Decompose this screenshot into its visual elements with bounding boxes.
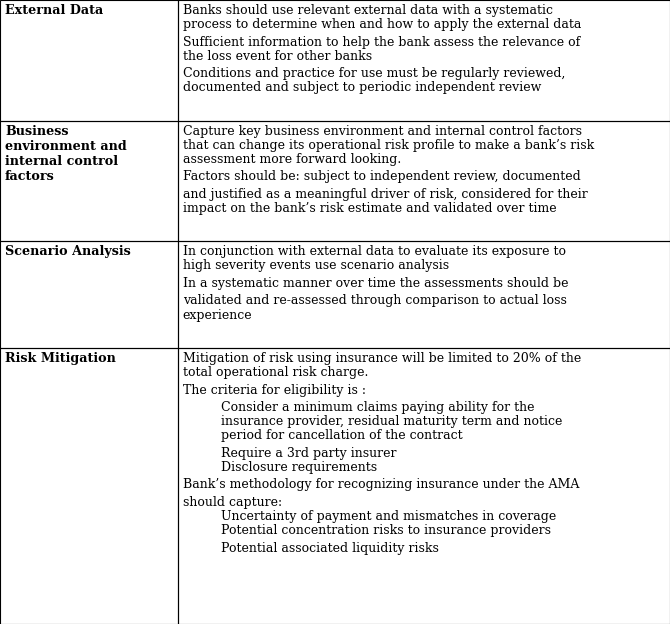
Bar xyxy=(178,120,670,241)
Bar xyxy=(0,120,178,241)
Bar xyxy=(0,348,178,624)
Text: In conjunction with external data to evaluate its exposure to: In conjunction with external data to eva… xyxy=(182,245,565,258)
Text: impact on the bank’s risk estimate and validated over time: impact on the bank’s risk estimate and v… xyxy=(182,202,556,215)
Text: Business
environment and
internal control
factors: Business environment and internal contro… xyxy=(5,125,127,183)
Text: Capture key business environment and internal control factors: Capture key business environment and int… xyxy=(182,125,582,138)
Text: In a systematic manner over time the assessments should be: In a systematic manner over time the ass… xyxy=(182,277,568,290)
Text: Consider a minimum claims paying ability for the: Consider a minimum claims paying ability… xyxy=(220,401,534,414)
Text: Potential concentration risks to insurance providers: Potential concentration risks to insuran… xyxy=(220,524,551,537)
Text: documented and subject to periodic independent review: documented and subject to periodic indep… xyxy=(182,81,541,94)
Text: high severity events use scenario analysis: high severity events use scenario analys… xyxy=(182,260,449,273)
Bar xyxy=(0,0,178,120)
Text: Disclosure requirements: Disclosure requirements xyxy=(220,461,377,474)
Text: and justified as a meaningful driver of risk, considered for their: and justified as a meaningful driver of … xyxy=(182,188,588,201)
Text: External Data: External Data xyxy=(5,4,103,17)
Bar xyxy=(178,348,670,624)
Text: Scenario Analysis: Scenario Analysis xyxy=(5,245,131,258)
Text: the loss event for other banks: the loss event for other banks xyxy=(182,50,372,62)
Text: that can change its operational risk profile to make a bank’s risk: that can change its operational risk pro… xyxy=(182,139,594,152)
Text: insurance provider, residual maturity term and notice: insurance provider, residual maturity te… xyxy=(220,415,562,428)
Text: validated and re-assessed through comparison to actual loss: validated and re-assessed through compar… xyxy=(182,295,566,308)
Text: The criteria for eligibility is :: The criteria for eligibility is : xyxy=(182,384,366,396)
Text: experience: experience xyxy=(182,309,252,321)
Text: assessment more forward looking.: assessment more forward looking. xyxy=(182,153,401,166)
Text: Conditions and practice for use must be regularly reviewed,: Conditions and practice for use must be … xyxy=(182,67,565,80)
Bar xyxy=(178,0,670,120)
Text: Sufficient information to help the bank assess the relevance of: Sufficient information to help the bank … xyxy=(182,36,580,49)
Text: Bank’s methodology for recognizing insurance under the AMA: Bank’s methodology for recognizing insur… xyxy=(182,479,579,492)
Text: process to determine when and how to apply the external data: process to determine when and how to app… xyxy=(182,18,581,31)
Text: Mitigation of risk using insurance will be limited to 20% of the: Mitigation of risk using insurance will … xyxy=(182,352,581,365)
Text: total operational risk charge.: total operational risk charge. xyxy=(182,366,368,379)
Text: Require a 3rd party insurer: Require a 3rd party insurer xyxy=(220,447,396,460)
Text: Risk Mitigation: Risk Mitigation xyxy=(5,352,116,365)
Text: Uncertainty of payment and mismatches in coverage: Uncertainty of payment and mismatches in… xyxy=(220,510,556,523)
Text: Potential associated liquidity risks: Potential associated liquidity risks xyxy=(220,542,438,555)
Bar xyxy=(178,241,670,348)
Text: Banks should use relevant external data with a systematic: Banks should use relevant external data … xyxy=(182,4,553,17)
Text: should capture:: should capture: xyxy=(182,496,281,509)
Bar xyxy=(0,241,178,348)
Text: period for cancellation of the contract: period for cancellation of the contract xyxy=(220,429,462,442)
Text: Factors should be: subject to independent review, documented: Factors should be: subject to independen… xyxy=(182,170,580,183)
